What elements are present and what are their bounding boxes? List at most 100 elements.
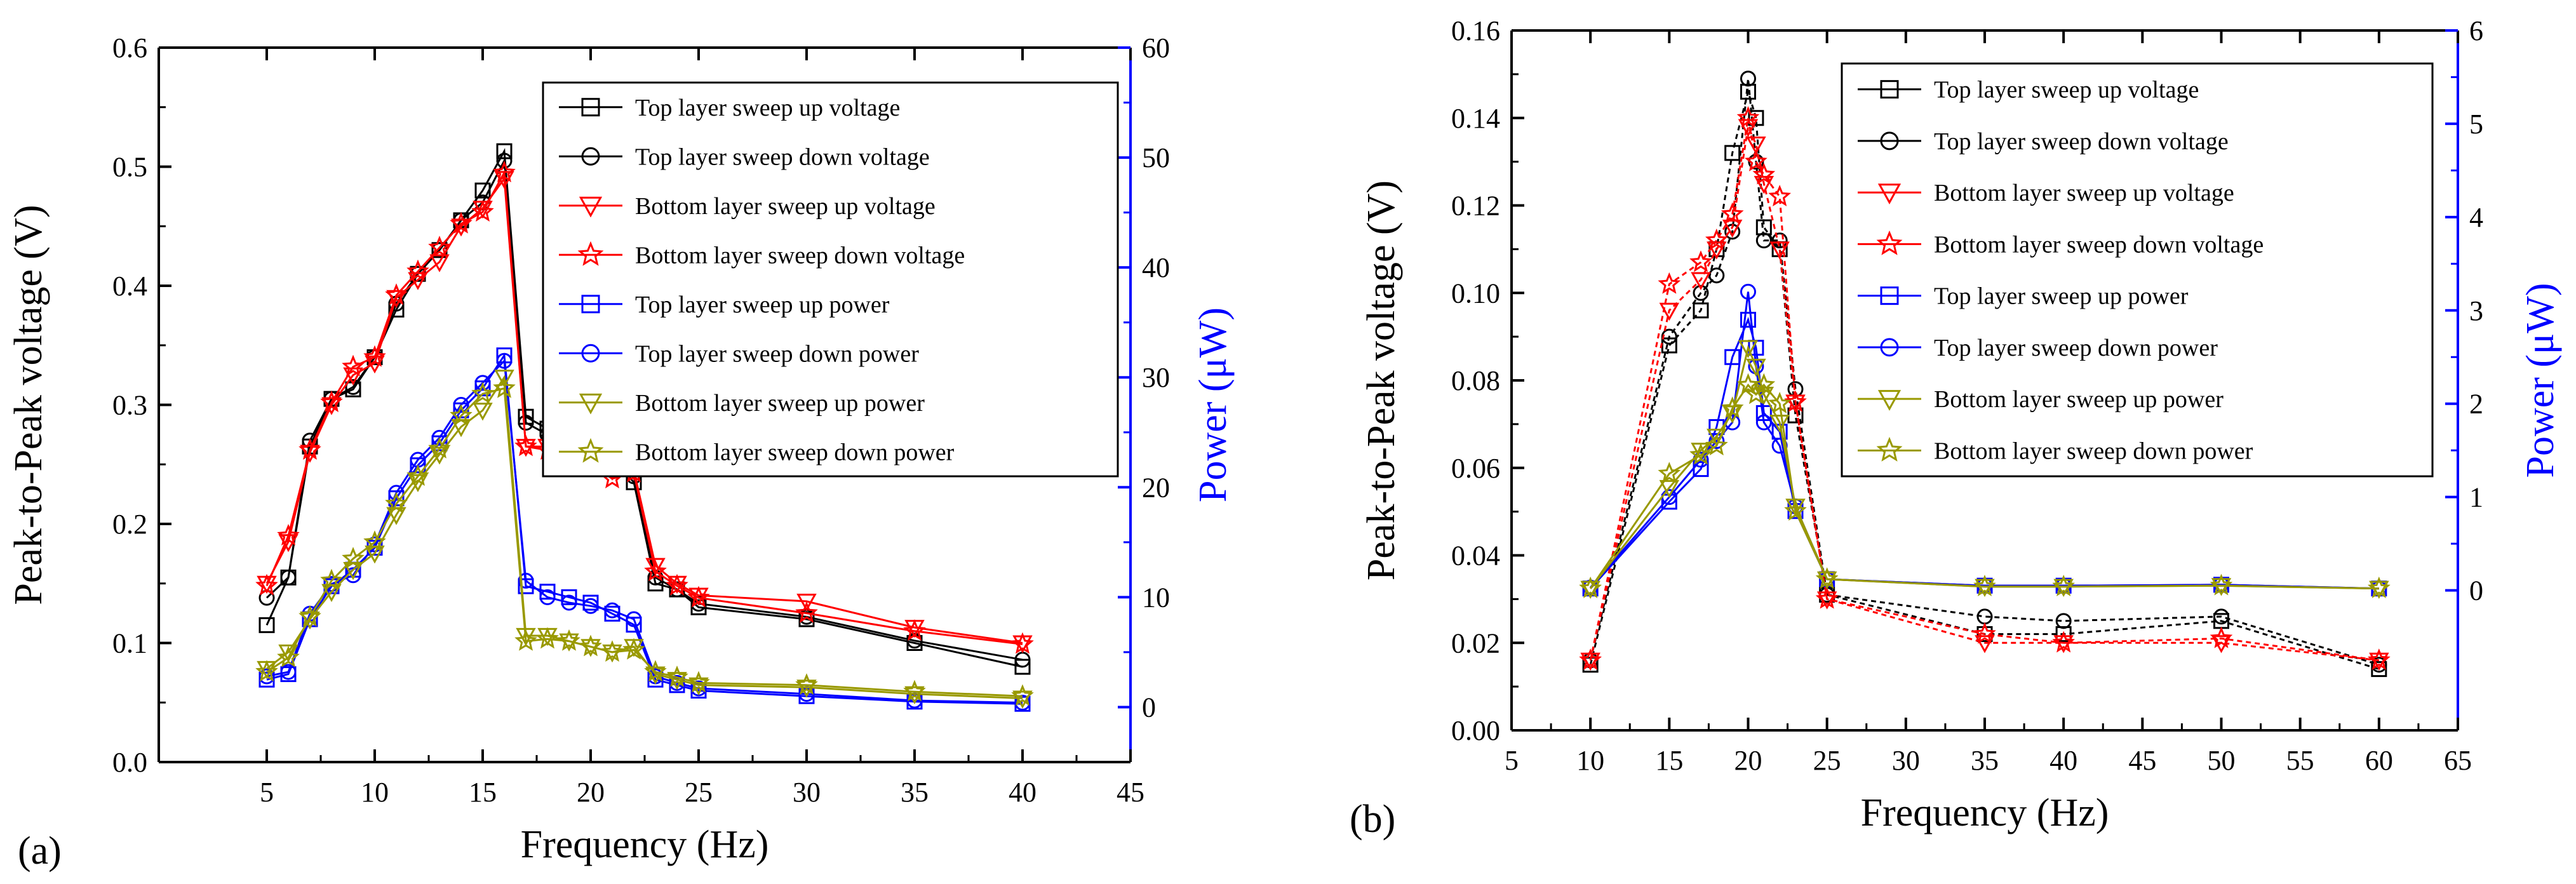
panel-label: (a)	[18, 829, 62, 873]
data-point	[903, 680, 926, 702]
y-left-tick-label: 0.0	[112, 747, 147, 778]
y-left-tick-label: 0.2	[112, 509, 147, 540]
y-right-axis-title: Power (μW)	[2519, 283, 2562, 478]
legend-entry: Bottom layer sweep up voltage	[1934, 180, 2234, 206]
data-point	[514, 629, 537, 651]
y-left-tick-label: 0.6	[112, 32, 147, 64]
data-point	[474, 375, 491, 391]
data-point	[493, 376, 516, 398]
data-point	[1746, 137, 1766, 155]
data-point	[345, 378, 361, 395]
data-point	[795, 673, 818, 695]
data-point	[518, 572, 534, 589]
data-point	[1693, 302, 1709, 319]
data-point	[342, 354, 365, 377]
x-tick-label: 30	[793, 777, 821, 808]
data-point	[626, 617, 642, 633]
y-right-tick-label: 30	[1142, 362, 1170, 393]
data-point	[2367, 576, 2391, 598]
legend-entry: Bottom layer sweep up power	[635, 390, 925, 417]
data-point	[1740, 311, 1756, 328]
legend-marker	[1876, 436, 1903, 462]
data-point	[2371, 657, 2387, 673]
data-point	[277, 523, 300, 546]
x-tick-label: 65	[2444, 745, 2472, 776]
data-point	[561, 589, 577, 605]
y-right-tick-label: 1	[2469, 482, 2483, 513]
data-point	[1014, 659, 1031, 675]
legend-entry: Top layer sweep down voltage	[1934, 128, 2229, 155]
legend-marker	[1880, 338, 1899, 357]
data-point	[299, 438, 321, 460]
x-tick-label: 15	[469, 777, 497, 808]
data-point	[622, 638, 645, 660]
y-right-tick-label: 0	[1142, 692, 1156, 723]
data-point	[1722, 219, 1743, 238]
data-point	[1815, 567, 1839, 589]
data-point	[906, 633, 923, 649]
data-point	[493, 161, 516, 183]
data-point	[2210, 626, 2233, 648]
data-point	[406, 259, 429, 281]
data-point	[1691, 272, 1711, 290]
data-point	[687, 586, 710, 608]
legend-marker	[579, 393, 603, 415]
data-point	[518, 415, 534, 431]
data-point	[1736, 105, 1760, 128]
y-left-tick-label: 0.06	[1451, 453, 1500, 484]
data-point	[1784, 390, 1807, 412]
y-right-tick-label: 2	[2469, 389, 2483, 420]
data-point	[1661, 328, 1677, 345]
data-point	[1705, 434, 1728, 456]
y-right-tick-label: 4	[2469, 202, 2483, 233]
data-point	[1746, 358, 1766, 377]
data-point	[496, 152, 513, 169]
data-point	[2210, 573, 2233, 596]
data-point	[255, 573, 278, 596]
data-point	[1754, 176, 1774, 194]
data-point	[1738, 340, 1759, 358]
legend-marker	[581, 98, 600, 117]
y-right-tick-label: 40	[1142, 252, 1170, 283]
y-left-axis-title: Peak-to-Peak voltage (V)	[1360, 180, 1403, 580]
panel-label: (b)	[1350, 798, 1395, 841]
data-point	[474, 380, 491, 397]
data-point	[579, 634, 602, 657]
y-right-tick-label: 10	[1142, 582, 1170, 613]
data-point	[1705, 228, 1728, 250]
data-point	[1011, 632, 1034, 654]
data-point	[1693, 285, 1709, 301]
data-point	[2367, 648, 2391, 670]
data-point	[471, 199, 494, 222]
panel-b: 5 10 15 20 25 30 35 40 45 50 55 60 650.000.020.040.0…	[1350, 15, 2562, 841]
data-point	[1768, 185, 1792, 206]
series-line	[1589, 123, 2379, 662]
data-point	[687, 671, 710, 693]
data-point	[645, 558, 666, 576]
series-7	[1579, 373, 2391, 598]
x-tick-label: 45	[2128, 745, 2156, 776]
data-point	[1724, 145, 1741, 161]
data-point	[496, 143, 513, 159]
data-point	[428, 236, 451, 258]
data-point	[342, 547, 365, 568]
legend-marker	[1880, 286, 1899, 305]
y-left-tick-label: 0.04	[1451, 540, 1500, 572]
x-tick-label: 25	[1813, 745, 1841, 776]
legend-box	[542, 81, 1119, 478]
x-tick-label: 15	[1655, 745, 1683, 776]
series-line	[1589, 117, 2380, 662]
data-point	[363, 345, 386, 367]
y-left-tick-label: 0.16	[1451, 15, 1500, 46]
data-point	[320, 390, 343, 412]
data-point	[1975, 635, 1995, 653]
data-point	[644, 660, 667, 682]
legend-entry: Top layer sweep down power	[635, 340, 919, 367]
data-point	[408, 272, 428, 290]
x-axis-title: Frequency (Hz)	[1861, 791, 2109, 834]
data-point	[302, 432, 318, 449]
data-point	[277, 645, 300, 667]
data-point	[1752, 163, 1776, 185]
y-right-tick-label: 0	[2469, 575, 2483, 606]
x-tick-label: 30	[1892, 745, 1920, 776]
